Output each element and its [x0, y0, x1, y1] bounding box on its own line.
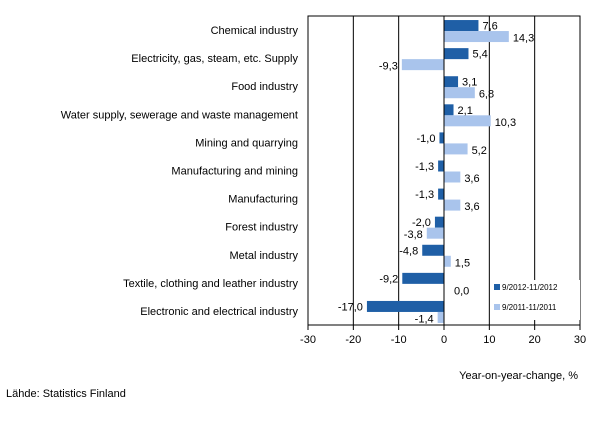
data-label: 2,1	[458, 105, 473, 117]
data-label: -1,4	[415, 313, 434, 325]
bar-series1	[402, 272, 444, 284]
category-label: Mining and quarrying	[195, 137, 298, 149]
x-tick-label: -30	[300, 334, 316, 346]
bar-series2	[444, 31, 509, 43]
data-label: 0,0	[454, 285, 469, 297]
x-axis-title: Year-on-year-change, %	[459, 370, 578, 382]
bar-series1	[444, 48, 469, 60]
legend-swatch	[494, 284, 500, 290]
bar-series2	[444, 115, 491, 127]
bar-series2	[444, 199, 461, 211]
data-label: 3,6	[464, 201, 479, 213]
bar-series1	[434, 216, 444, 228]
source-note: Lähde: Statistics Finland	[6, 388, 126, 400]
data-label: -1,3	[415, 161, 434, 173]
bar-series2	[426, 227, 444, 239]
data-label: -3,8	[404, 229, 423, 241]
data-label: -17,0	[338, 301, 363, 313]
category-label: Manufacturing	[228, 194, 298, 206]
category-label: Chemical industry	[211, 25, 299, 37]
bar-series1	[438, 188, 444, 200]
legend-label: 9/2011-11/2011	[502, 303, 557, 312]
category-label: Electronic and electrical industry	[140, 306, 298, 318]
data-labels: 7,6 14,3 5,4 -9,3 3,16,8 2,1 10,3 -1,0 5,2 -1,3 3,…	[338, 21, 534, 326]
x-tick-label: 30	[574, 334, 586, 346]
bar-series1	[366, 300, 444, 312]
bar-series2	[444, 255, 451, 267]
bar-series1	[444, 76, 459, 88]
bar-series2	[444, 87, 475, 99]
data-label: -9,3	[379, 61, 398, 73]
x-tick-label: 10	[483, 334, 495, 346]
category-label: Textile, clothing and leather industry	[123, 278, 298, 290]
data-label: 1,5	[455, 257, 470, 269]
category-label: Forest industry	[225, 222, 298, 234]
data-label: -1,0	[416, 133, 435, 145]
bar-series1	[439, 132, 444, 144]
bar-series1	[438, 160, 444, 172]
data-label: 14,3	[513, 33, 534, 45]
category-label: Electricity, gas, steam, etc. Supply	[131, 53, 298, 65]
data-label: 5,2	[472, 145, 487, 157]
category-label: Manufacturing and mining	[171, 166, 298, 178]
bar-series1	[444, 20, 479, 32]
legend: 9/2012-11/2012 9/2011-11/2011	[492, 280, 580, 320]
data-label: 7,6	[482, 21, 497, 33]
bar-series2	[444, 143, 468, 155]
x-tick-label: -20	[345, 334, 361, 346]
bar-series2	[437, 311, 444, 323]
bars	[366, 20, 509, 323]
data-label: 5,4	[472, 49, 487, 61]
bar-series2	[444, 171, 461, 183]
legend-label: 9/2012-11/2012	[502, 283, 558, 292]
data-label: 3,1	[462, 77, 477, 89]
legend-swatch	[494, 304, 500, 310]
bar-series1	[422, 244, 444, 256]
gridlines	[352, 16, 536, 325]
x-tick-label: 0	[441, 334, 447, 346]
data-label: -2,0	[412, 217, 431, 229]
bar-series1	[444, 104, 454, 116]
data-label: 10,3	[495, 117, 516, 129]
data-label: -1,3	[415, 189, 434, 201]
x-tick-label: 20	[529, 334, 541, 346]
bar-series2	[401, 59, 444, 71]
x-axis: -30 -20 -10 0 10 20 30	[300, 15, 586, 346]
category-label: Food industry	[231, 81, 298, 93]
category-label: Metal industry	[230, 250, 299, 262]
legend-background	[492, 280, 580, 320]
category-labels: Chemical industry Electricity, gas, steam…	[61, 25, 299, 318]
data-label: 3,6	[464, 173, 479, 185]
data-label: -9,2	[379, 273, 398, 285]
x-tick-label: -10	[391, 334, 407, 346]
category-label: Water supply, sewerage and waste managem…	[61, 109, 298, 121]
data-label: 6,8	[479, 89, 494, 101]
data-label: -4,8	[399, 245, 418, 257]
